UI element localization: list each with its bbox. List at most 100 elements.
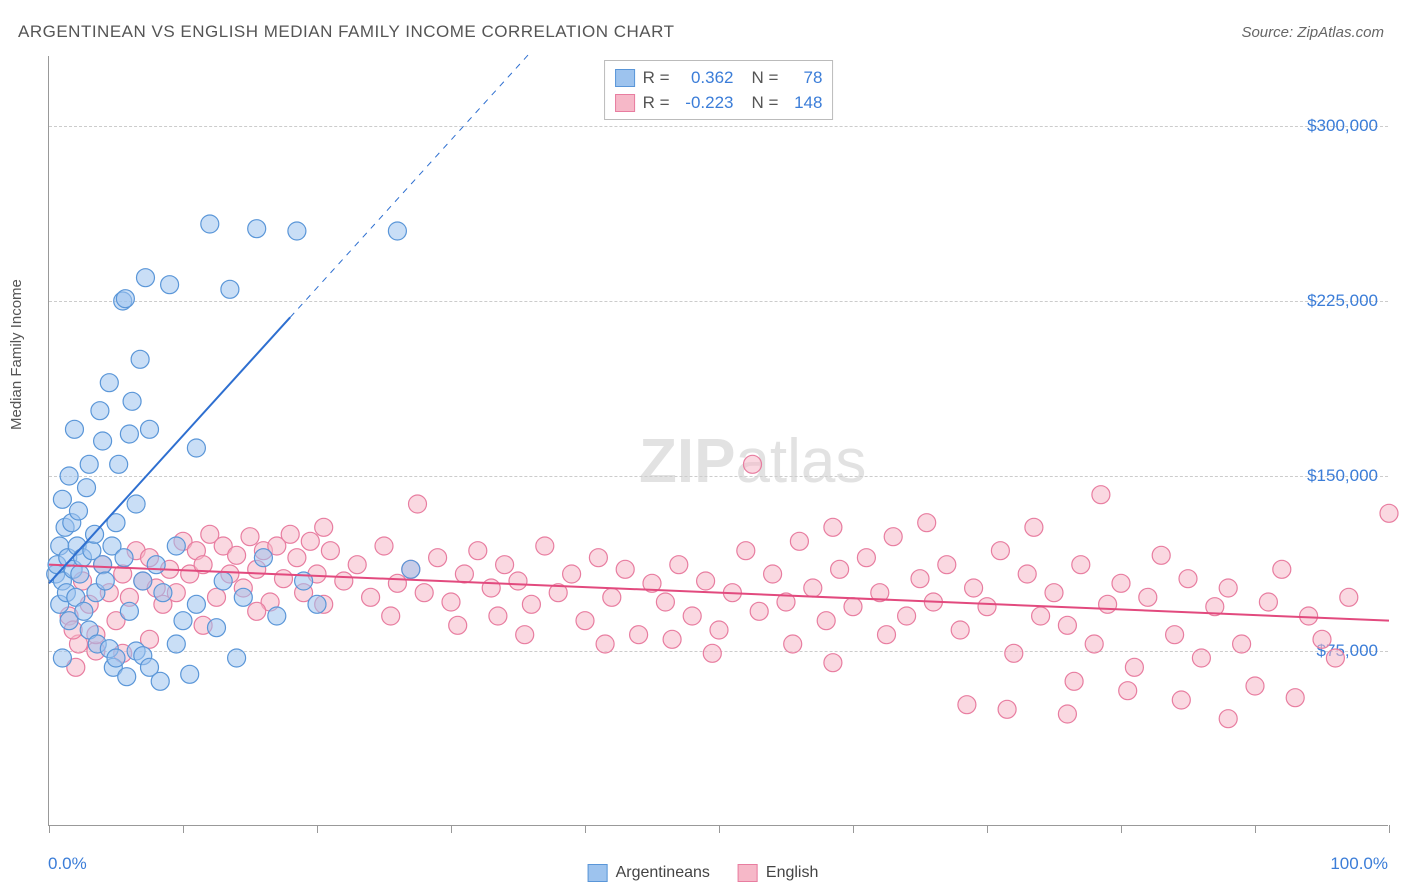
scatter-point — [248, 602, 266, 620]
bottom-legend: Argentineans English — [588, 864, 819, 882]
scatter-point — [335, 572, 353, 590]
stat-n-argentineans: 78 — [786, 65, 822, 90]
scatter-point — [115, 549, 133, 567]
scatter-point — [958, 696, 976, 714]
scatter-point — [388, 574, 406, 592]
scatter-point — [1139, 588, 1157, 606]
swatch-english — [615, 94, 635, 112]
scatter-point — [697, 572, 715, 590]
source-label: Source: ZipAtlas.com — [1241, 24, 1384, 41]
scatter-point — [516, 626, 534, 644]
scatter-point — [91, 402, 109, 420]
scatter-point — [362, 588, 380, 606]
scatter-point — [228, 649, 246, 667]
scatter-point — [1340, 588, 1358, 606]
scatter-point — [1259, 593, 1277, 611]
scatter-point — [254, 549, 272, 567]
scatter-point — [1005, 644, 1023, 662]
scatter-point — [884, 528, 902, 546]
scatter-point — [603, 588, 621, 606]
scatter-point — [831, 560, 849, 578]
scatter-point — [824, 654, 842, 672]
scatter-point — [187, 439, 205, 457]
scatter-point — [221, 280, 239, 298]
scatter-point — [118, 668, 136, 686]
stat-label-r: R = — [643, 90, 670, 115]
scatter-point — [536, 537, 554, 555]
scatter-point — [965, 579, 983, 597]
scatter-point — [596, 635, 614, 653]
scatter-point — [116, 290, 134, 308]
scatter-point — [214, 572, 232, 590]
chart-title: ARGENTINEAN VS ENGLISH MEDIAN FAMILY INC… — [18, 22, 674, 42]
scatter-point — [1273, 560, 1291, 578]
scatter-point — [951, 621, 969, 639]
scatter-point — [268, 607, 286, 625]
scatter-point — [1166, 626, 1184, 644]
scatter-point — [127, 495, 145, 513]
scatter-point — [489, 607, 507, 625]
scatter-point — [151, 672, 169, 690]
scatter-point — [187, 595, 205, 613]
scatter-point — [375, 537, 393, 555]
scatter-point — [1219, 710, 1237, 728]
scatter-point — [616, 560, 634, 578]
scatter-point — [78, 479, 96, 497]
trend-line — [290, 51, 531, 317]
scatter-point — [96, 572, 114, 590]
scatter-point — [663, 630, 681, 648]
scatter-point — [737, 542, 755, 560]
scatter-point — [234, 588, 252, 606]
legend-swatch-argentineans — [588, 864, 608, 882]
scatter-point — [1125, 658, 1143, 676]
scatter-point — [482, 579, 500, 597]
scatter-svg — [49, 56, 1388, 825]
scatter-point — [710, 621, 728, 639]
legend-item-english: English — [738, 864, 818, 882]
scatter-point — [107, 649, 125, 667]
scatter-point — [1032, 607, 1050, 625]
scatter-point — [141, 420, 159, 438]
scatter-point — [1152, 546, 1170, 564]
stat-r-argentineans: 0.362 — [678, 65, 734, 90]
scatter-point — [469, 542, 487, 560]
scatter-point — [1246, 677, 1264, 695]
scatter-point — [1058, 616, 1076, 634]
stats-legend-box: R = 0.362 N = 78 R = -0.223 N = 148 — [604, 60, 834, 120]
swatch-argentineans — [615, 69, 635, 87]
scatter-point — [1065, 672, 1083, 690]
scatter-point — [804, 579, 822, 597]
scatter-point — [1172, 691, 1190, 709]
scatter-point — [80, 455, 98, 473]
scatter-point — [1018, 565, 1036, 583]
scatter-point — [978, 598, 996, 616]
scatter-point — [998, 700, 1016, 718]
scatter-point — [1058, 705, 1076, 723]
scatter-point — [348, 556, 366, 574]
scatter-point — [429, 549, 447, 567]
scatter-point — [1219, 579, 1237, 597]
scatter-point — [181, 665, 199, 683]
scatter-point — [991, 542, 1009, 560]
scatter-point — [53, 649, 71, 667]
scatter-point — [509, 572, 527, 590]
scatter-point — [94, 556, 112, 574]
scatter-point — [69, 502, 87, 520]
scatter-point — [1326, 649, 1344, 667]
scatter-point — [94, 432, 112, 450]
scatter-point — [784, 635, 802, 653]
scatter-point — [589, 549, 607, 567]
scatter-point — [563, 565, 581, 583]
scatter-point — [241, 528, 259, 546]
stat-label-r: R = — [643, 65, 670, 90]
scatter-point — [442, 593, 460, 611]
scatter-point — [449, 616, 467, 634]
scatter-point — [1286, 689, 1304, 707]
scatter-point — [1313, 630, 1331, 648]
scatter-point — [161, 276, 179, 294]
scatter-point — [288, 222, 306, 240]
scatter-point — [134, 572, 152, 590]
stat-r-english: -0.223 — [678, 90, 734, 115]
scatter-point — [275, 570, 293, 588]
legend-label-english: English — [766, 864, 818, 882]
